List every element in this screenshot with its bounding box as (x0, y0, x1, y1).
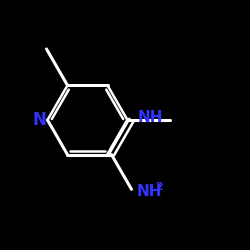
Text: 2: 2 (155, 182, 163, 192)
Text: NH: NH (136, 184, 162, 199)
Text: NH: NH (138, 110, 163, 125)
Text: N: N (32, 111, 46, 129)
